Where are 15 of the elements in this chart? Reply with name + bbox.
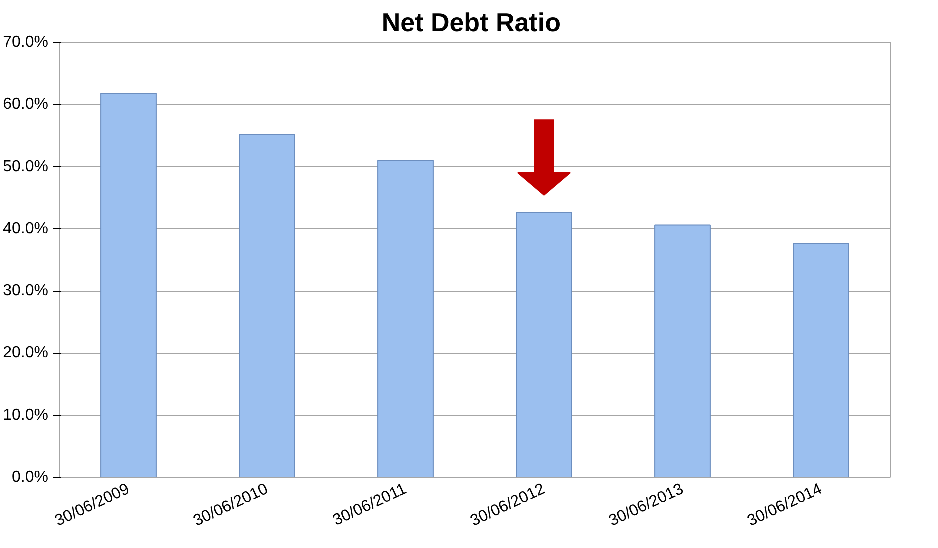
bar	[239, 134, 296, 478]
y-tick-label: 60.0%	[3, 96, 49, 114]
y-tick-label: 50.0%	[3, 158, 49, 176]
y-tick-label: 20.0%	[3, 344, 49, 362]
bar	[378, 160, 434, 478]
bar	[516, 212, 572, 478]
bar	[793, 243, 850, 478]
y-tick-label: 0.0%	[12, 469, 48, 486]
chart-title: Net Debt Ratio	[382, 8, 561, 38]
bar	[654, 224, 711, 478]
y-tick-label: 10.0%	[3, 406, 49, 424]
y-tick-label: 30.0%	[3, 282, 49, 300]
y-tick-label: 40.0%	[3, 220, 49, 238]
bar	[100, 92, 157, 478]
y-tick-label: 70.0%	[3, 34, 49, 51]
